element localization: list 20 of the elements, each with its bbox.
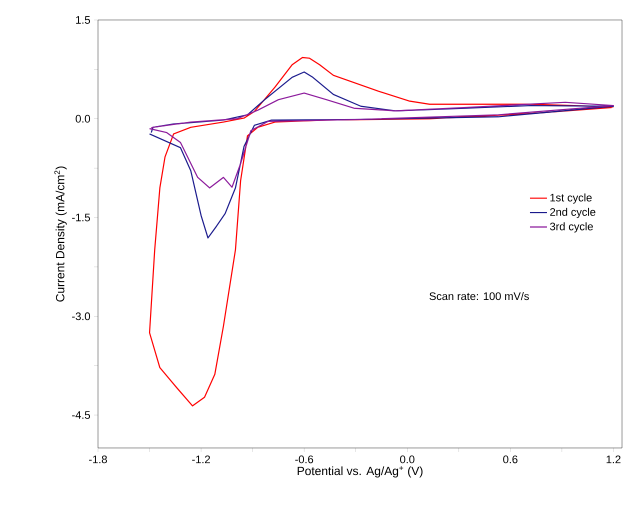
x-axis-title: Potential vs. Ag/Ag$^{+}$ (V) (298, 466, 423, 478)
x-tick-label: 0.0 (400, 456, 414, 464)
y-tick-label: 1.5 (76, 16, 90, 24)
line-series (148, 92, 614, 188)
y-tick-label: 0.0 (76, 114, 90, 123)
legend-label: 1st cycle (550, 193, 592, 204)
line-series (148, 56, 614, 406)
y-tick-label: -4.5 (72, 411, 90, 419)
legend-label: 2nd cycle (550, 208, 596, 218)
y-tick-label: -3.0 (72, 312, 90, 320)
x-tick-label: 1.2 (606, 456, 620, 464)
x-tick-label: -1.8 (89, 456, 107, 464)
line-series (148, 71, 614, 239)
y-axis-title: Current Density (mA/cm$^{2}$) (54, 166, 67, 302)
x-tick-label: -1.2 (192, 456, 210, 464)
x-tick-label: -0.6 (295, 456, 314, 464)
y-tick-label: -1.5 (72, 214, 90, 222)
annotation: Scan rate: 100 mV/s (430, 292, 529, 300)
x-tick-label: 0.6 (503, 456, 518, 464)
legend-label: 3rd cycle (550, 222, 593, 232)
